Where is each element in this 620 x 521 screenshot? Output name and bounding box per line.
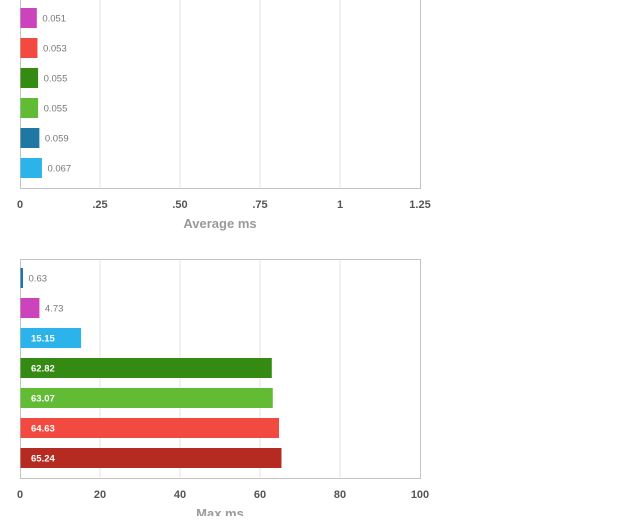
data-label: 0.053 [43,44,67,55]
data-label: 62.82 [31,364,55,375]
bar [20,448,282,468]
tick-label: 1 [337,199,343,211]
tick-label: .25 [92,199,107,211]
data-label: 0.055 [44,74,68,85]
tick-label: 20 [94,489,106,501]
data-label: 15.15 [31,334,55,345]
data-label: 0.055 [44,104,68,115]
data-label: 0.067 [47,164,71,175]
tick-label: 40 [174,489,186,501]
chart-1: 0.051 0.053 0.055 0.055 0.059 0.067 0 .25 .50 .75… [17,0,431,231]
bar [20,418,280,438]
data-label: 65.24 [31,454,55,465]
bar [20,268,24,288]
bar [20,298,40,318]
data-label: 0.051 [42,14,66,25]
bar [20,128,40,148]
chart-2: 0.63 4.73 15.15 62.82 63.07 64.63 65.24 0 20 40 60… [17,259,429,521]
tick-label: 80 [334,489,346,501]
data-label: 4.73 [45,304,64,315]
x-axis-label: Max ms [196,506,244,516]
bar [20,98,39,118]
data-label: 0.63 [29,274,48,285]
tick-label: .75 [252,199,267,211]
data-label: 63.07 [31,394,55,405]
bar [20,158,42,178]
bar [20,8,37,28]
bar [20,68,39,88]
plot-frame [20,0,421,189]
tick-label: 100 [411,489,429,501]
tick-label: 60 [254,489,266,501]
tick-label: 0 [17,199,23,211]
data-label: 0.059 [45,134,69,145]
tick-label: 1.25 [409,199,430,211]
tick-label: 0 [17,489,23,501]
bar [20,38,38,58]
bar [20,388,273,408]
tick-label: .50 [172,199,187,211]
data-label: 64.63 [31,424,55,435]
bar [20,328,82,348]
x-axis-label: Average ms [183,216,256,231]
bar [20,358,272,378]
